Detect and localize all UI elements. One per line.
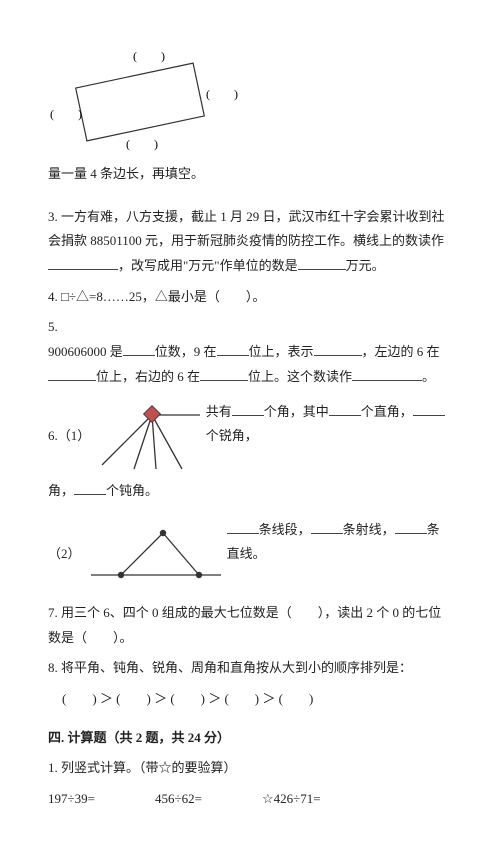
q8-row: ( ) ＞ ( ) ＞ ( ) ＞ ( ) ＞ ( )	[48, 687, 452, 712]
rectangle-figure: ( ) ( ) ( ) ( )	[48, 44, 452, 154]
q5-b5: 位上，右边的 6 在	[96, 369, 200, 384]
blank	[352, 366, 422, 381]
calc-item: 197÷39=	[48, 787, 95, 812]
section4-sub1: 1. 列竖式计算。（带☆的要验算）	[48, 756, 452, 781]
q3-text3: 万元。	[346, 258, 385, 273]
q6-2-row: （2） 条线段，条射线，条直线。	[48, 518, 452, 585]
calc-row: 197÷39= 456÷62= ☆426÷71=	[48, 787, 452, 812]
q3-text2: ，改写成用"万元"作单位的数是	[118, 258, 298, 273]
blank	[74, 480, 106, 495]
rect-caption: 量一量 4 条边长，再填空。	[48, 162, 452, 187]
q6-2-text: 条线段，条射线，条直线。	[227, 518, 452, 585]
q6-2-label: （2）	[48, 542, 81, 585]
q5: 5. 900606000 是 位数，9 在 位上，表示 ，左边的 6 在 位上，右边的…	[48, 315, 452, 389]
calc-item: 456÷62=	[155, 787, 202, 812]
rect-label-right: ( )	[206, 87, 238, 101]
q5-b4: ，左边的 6 在	[362, 344, 440, 359]
q5-b6: 位上。这个数读作	[248, 369, 352, 384]
q5-b3: 位上，表示	[249, 344, 314, 359]
blank	[329, 401, 361, 416]
section4-title: 四. 计算题（共 2 题，共 24 分）	[48, 726, 452, 751]
q6-1-label: 6.（1）	[48, 424, 84, 473]
q5-b1: 900606000 是	[48, 344, 123, 359]
calc-item: ☆426÷71=	[262, 787, 321, 812]
q5-head: 5.	[48, 319, 58, 334]
rect-label-left: ( )	[50, 107, 82, 121]
blank	[311, 519, 343, 534]
q6-1-tail: 个锐角，角，个钝角。	[48, 479, 452, 504]
q5-b7: 。	[422, 369, 435, 384]
blank	[200, 366, 248, 381]
blank	[232, 401, 264, 416]
blank	[227, 519, 259, 534]
blank	[123, 341, 155, 356]
q4: 4. □÷△=8……25，△最小是（ ）。	[48, 285, 452, 310]
blank	[48, 255, 118, 270]
rect-label-bottom: ( )	[126, 137, 158, 151]
q3-text1: 3. 一方有难，八方支援，截止 1 月 29 日，武汉市红十字会累计收到社会捐款…	[48, 209, 445, 249]
line-triangle-figure	[87, 525, 221, 585]
q6-1-text: 共有个角，其中个直角，个锐角，	[206, 400, 452, 473]
q8-text: 8. 将平角、钝角、锐角、周角和直角按从大到小的顺序排列是：	[48, 656, 452, 681]
q3: 3. 一方有难，八方支援，截止 1 月 29 日，武汉市红十字会累计收到社会捐款…	[48, 205, 452, 279]
q5-b2: 位数，9 在	[155, 344, 217, 359]
blank	[314, 341, 362, 356]
blank	[298, 255, 346, 270]
q6-1-row: 6.（1） 共有个角，其中个直角，个锐角，	[48, 400, 452, 473]
blank	[395, 519, 427, 534]
q7: 7. 用三个 6、四个 0 组成的最大七位数是（ ），读出 2 个 0 的七位数…	[48, 601, 452, 650]
angle-fan-figure	[90, 403, 200, 473]
rect-label-top: ( )	[133, 49, 165, 63]
blank	[217, 341, 249, 356]
blank	[413, 401, 445, 416]
blank	[48, 366, 96, 381]
